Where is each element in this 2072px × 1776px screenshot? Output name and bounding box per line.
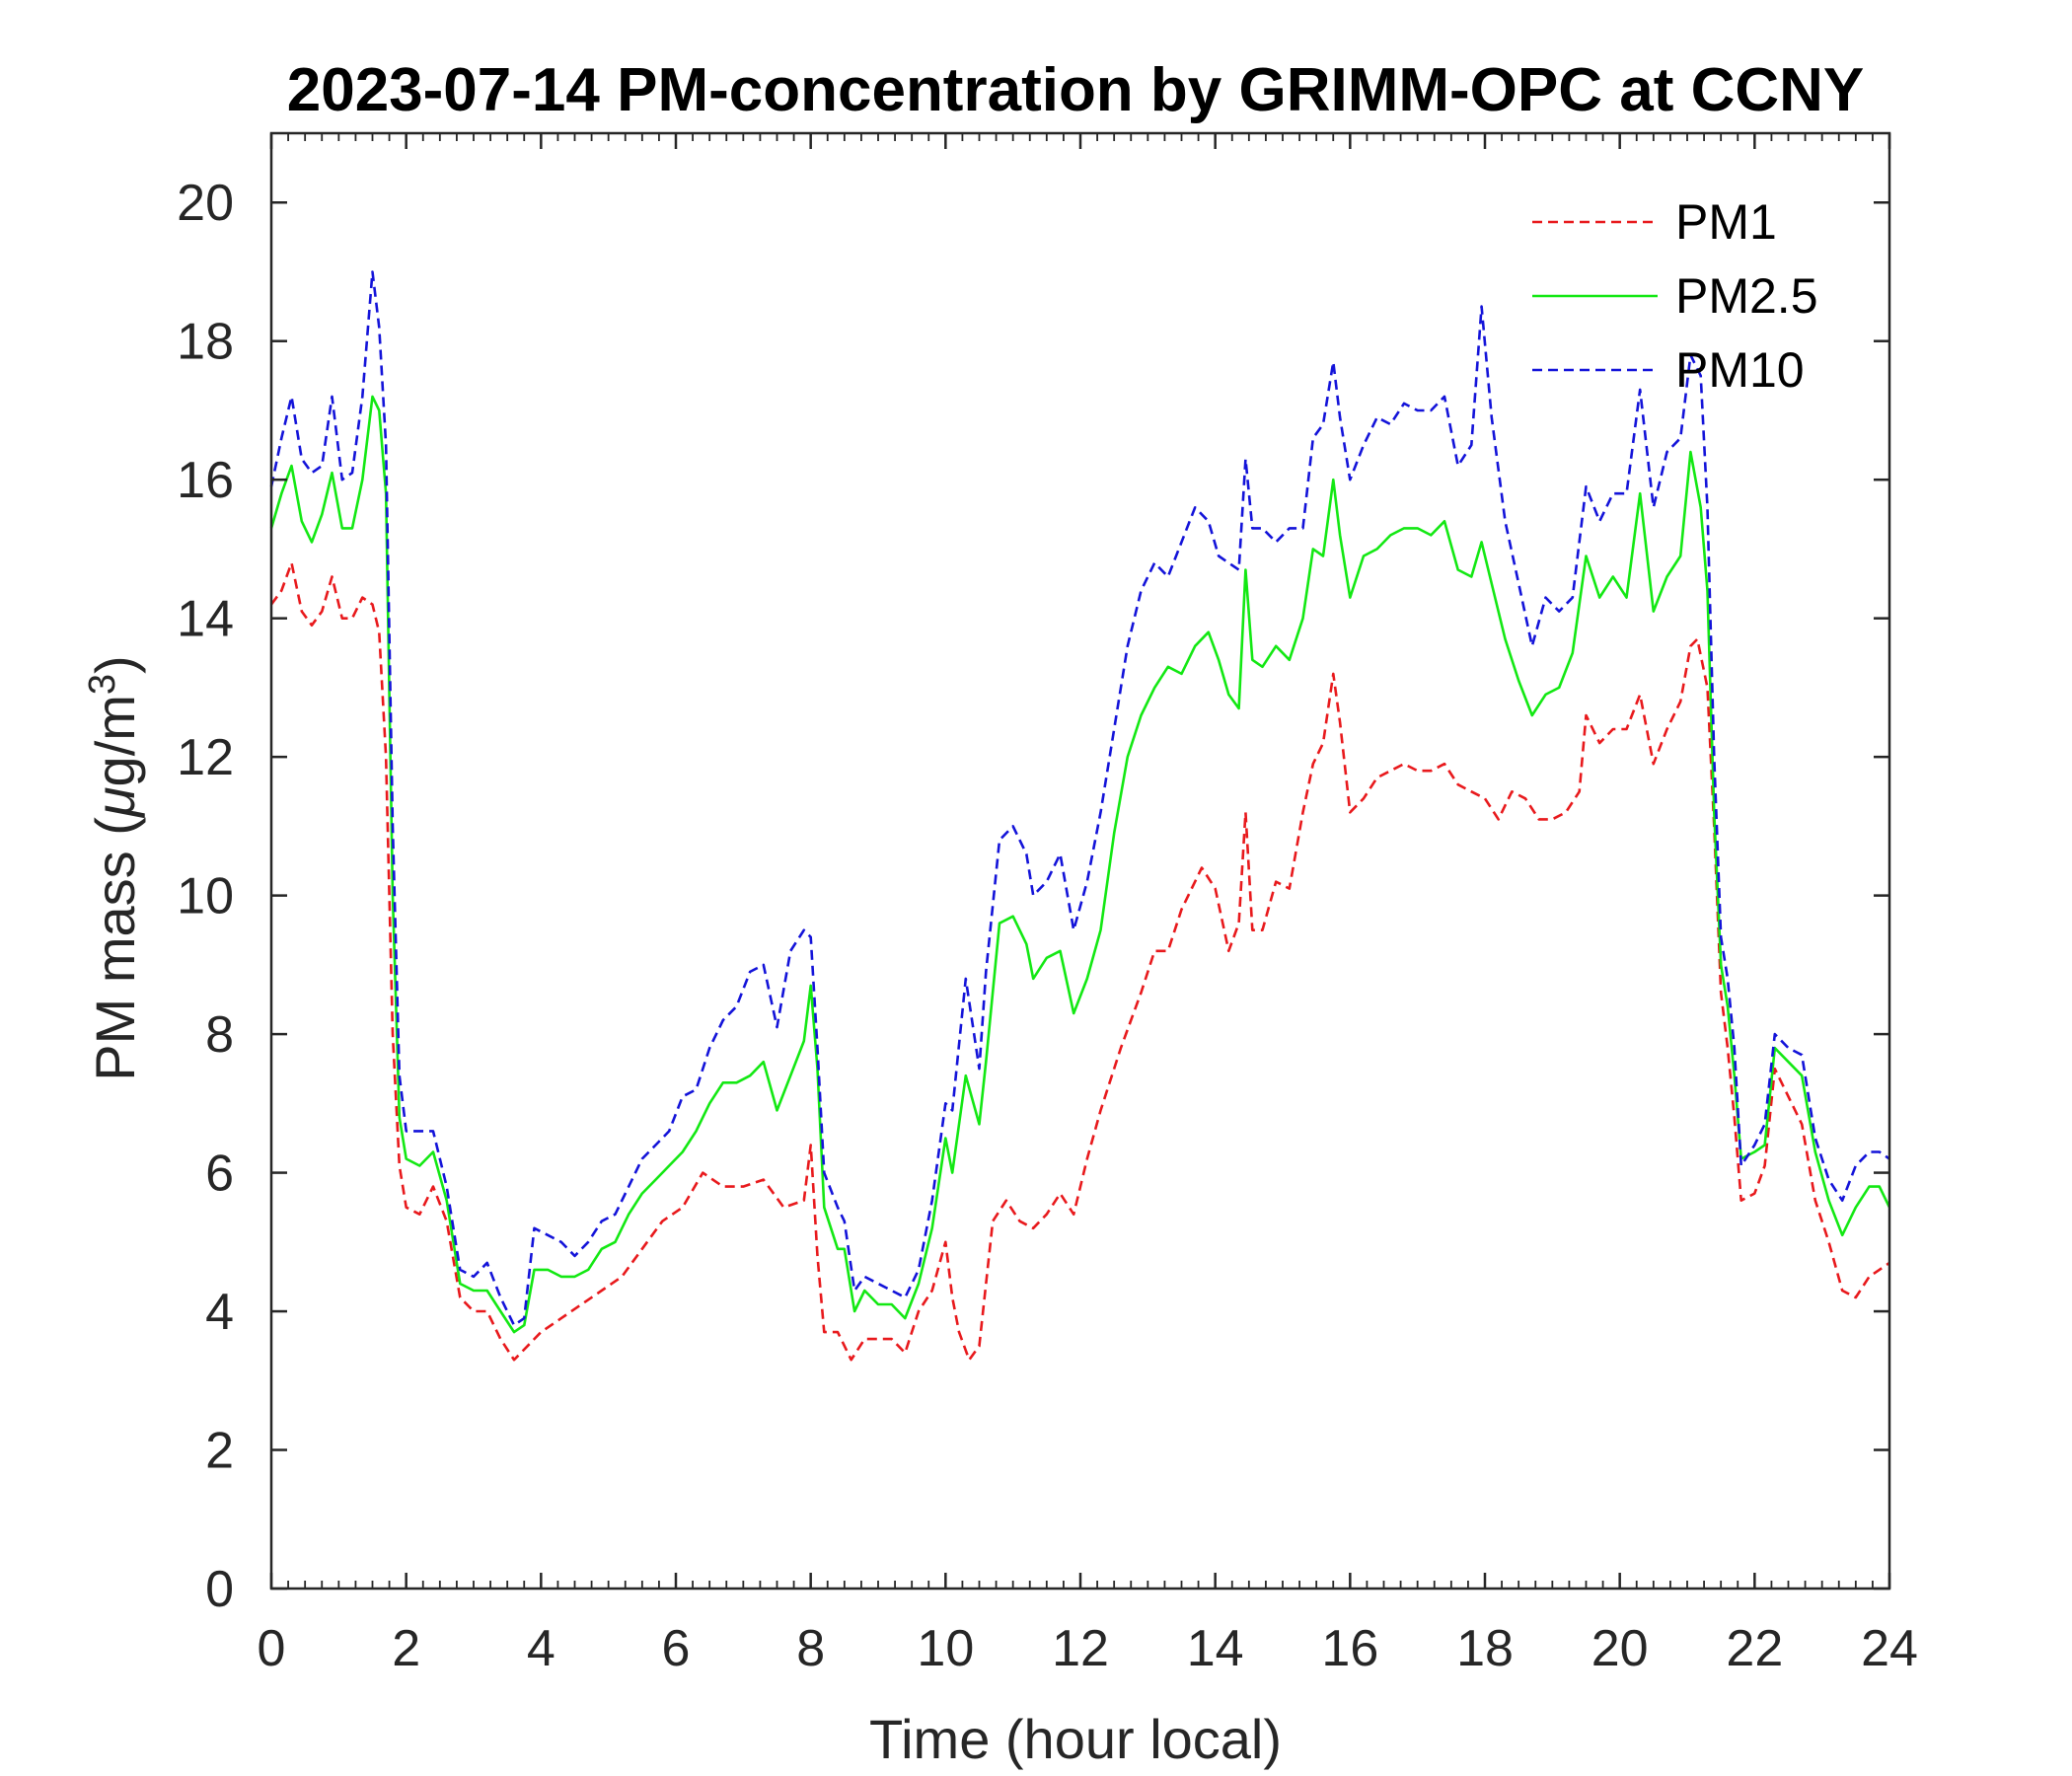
y-axis-label-prefix: PM mass ( bbox=[84, 817, 146, 1081]
y-tick-label: 10 bbox=[177, 868, 234, 925]
chart-title: 2023-07-14 PM-concentration by GRIMM-OPC… bbox=[287, 56, 1865, 124]
series-layer bbox=[269, 270, 1891, 1362]
y-tick-label: 4 bbox=[205, 1284, 234, 1341]
y-tick-label: 14 bbox=[177, 591, 234, 648]
y-axis-label: PM mass (μg/m3) bbox=[82, 655, 146, 1080]
series-line-pm10 bbox=[269, 270, 1890, 1327]
y-tick-label: 16 bbox=[177, 452, 234, 509]
y-tick-label: 2 bbox=[205, 1423, 234, 1480]
x-tick-label: 8 bbox=[796, 1620, 825, 1677]
x-axis-label: Time (hour local) bbox=[869, 1708, 1282, 1770]
x-tick-label: 6 bbox=[662, 1620, 691, 1677]
x-tick-label: 18 bbox=[1456, 1620, 1514, 1677]
legend-label-pm25: PM2.5 bbox=[1675, 268, 1818, 324]
x-tick-label: 22 bbox=[1726, 1620, 1783, 1677]
x-tick-label: 4 bbox=[527, 1620, 555, 1677]
x-tick-label: 16 bbox=[1321, 1620, 1378, 1677]
ticks-layer bbox=[269, 133, 1891, 1591]
legend-label-pm10: PM10 bbox=[1675, 342, 1805, 398]
x-tick-label: 14 bbox=[1187, 1620, 1244, 1677]
y-tick-label: 8 bbox=[205, 1006, 234, 1064]
x-tick-label: 12 bbox=[1052, 1620, 1109, 1677]
y-tick-label: 20 bbox=[177, 175, 234, 232]
y-tick-label: 12 bbox=[177, 729, 234, 786]
plot-frame bbox=[269, 131, 1891, 1591]
y-tick-label: 0 bbox=[205, 1561, 234, 1618]
y-tick-label: 18 bbox=[177, 314, 234, 371]
y-axis-label-unit: g/m bbox=[84, 695, 146, 786]
series-line-pm1 bbox=[269, 561, 1890, 1362]
x-tick-label: 0 bbox=[258, 1620, 286, 1677]
legend: PM1 PM2.5 PM10 bbox=[1532, 194, 1818, 398]
legend-label-pm1: PM1 bbox=[1675, 194, 1777, 250]
y-axis-label-superscript: 3 bbox=[82, 674, 123, 695]
y-axis-label-suffix: ) bbox=[84, 655, 146, 674]
x-tick-label: 2 bbox=[392, 1620, 420, 1677]
x-tick-label: 10 bbox=[917, 1620, 974, 1677]
series-line-pm25 bbox=[269, 395, 1891, 1334]
y-tick-label: 6 bbox=[205, 1146, 234, 1203]
x-tick-label: 24 bbox=[1861, 1620, 1918, 1677]
x-tick-label: 20 bbox=[1591, 1620, 1649, 1677]
y-axis-label-mu: μ bbox=[84, 786, 146, 819]
